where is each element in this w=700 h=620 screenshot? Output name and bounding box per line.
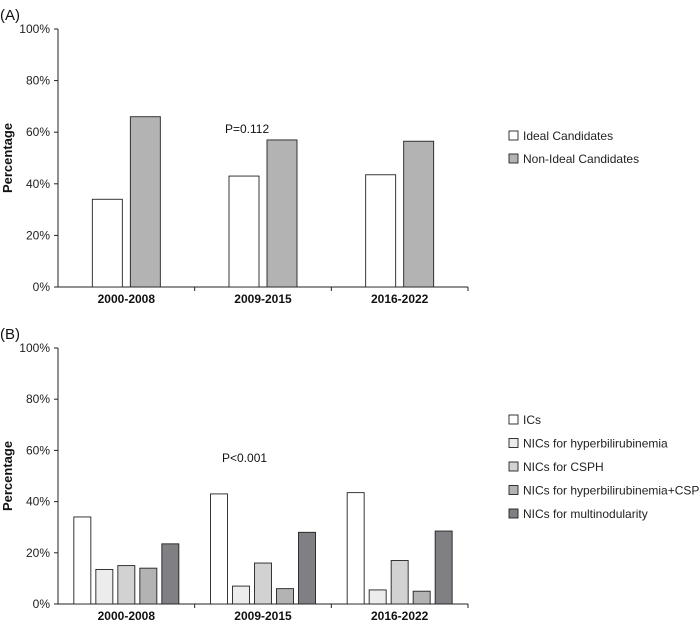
legend-swatch bbox=[508, 508, 519, 519]
bar-nics-for-hyperbilirubinemia-2009-2015 bbox=[232, 585, 250, 605]
y-tick-label: 20% bbox=[26, 546, 50, 560]
y-tick-label: 40% bbox=[26, 495, 50, 509]
legend-swatch bbox=[508, 485, 519, 495]
bar-nics-for-csph-2009-2015 bbox=[254, 562, 272, 605]
bar-ideal-candidates-2016-2022 bbox=[365, 174, 397, 288]
bar-ics-2000-2008 bbox=[73, 516, 92, 605]
legend-label: NICs for CSPH bbox=[523, 460, 604, 474]
legend-swatch bbox=[508, 461, 519, 472]
bar-ideal-candidates-2009-2015 bbox=[228, 175, 260, 288]
bar-nics-for-hyperbilirubinemia-csph-2009-2015 bbox=[276, 588, 294, 605]
legend-label: NICs for hyperbilirubinemia+CSPH bbox=[523, 484, 700, 498]
y-axis-label: Percentage bbox=[0, 123, 15, 193]
bar-non-ideal-candidates-2016-2022 bbox=[403, 140, 435, 288]
bar-nics-for-hyperbilirubinemia-2000-2008 bbox=[95, 568, 114, 605]
bar-nics-for-hyperbilirubinemia-csph-2000-2008 bbox=[139, 567, 158, 605]
legend-swatch bbox=[508, 153, 519, 164]
bar-nics-for-multinodularity-2000-2008 bbox=[161, 543, 180, 605]
bar-nics-for-hyperbilirubinemia-2016-2022 bbox=[368, 589, 387, 605]
x-category-label: 2016-2022 bbox=[371, 292, 429, 306]
bar-nics-for-csph-2016-2022 bbox=[390, 560, 409, 605]
legend-label: Ideal Candidates bbox=[523, 129, 613, 143]
legend-swatch bbox=[508, 414, 519, 425]
legend-swatch bbox=[508, 130, 519, 141]
y-tick-label: 100% bbox=[19, 22, 50, 36]
y-tick-label: 80% bbox=[26, 392, 50, 406]
panel-label: (A) bbox=[0, 7, 20, 24]
y-tick-label: 0% bbox=[33, 597, 51, 611]
y-tick-label: 40% bbox=[26, 177, 50, 191]
legend: ICs NICs for hyperbilirubinemia NICs for C… bbox=[508, 413, 700, 521]
panel-label: (B) bbox=[0, 326, 20, 343]
bar-nics-for-hyperbilirubinemia-csph-2016-2022 bbox=[412, 590, 431, 605]
bar-non-ideal-candidates-2000-2008 bbox=[129, 116, 161, 288]
y-axis-label: Percentage bbox=[0, 441, 15, 511]
bar-ics-2016-2022 bbox=[346, 492, 365, 605]
x-category-label: 2009-2015 bbox=[234, 292, 292, 306]
p-value-annotation: P=0.112 bbox=[225, 122, 269, 136]
y-tick-label: 100% bbox=[19, 341, 50, 355]
chart-panel-a: (A) 0% 20% 40% 60% 80% 100% Percentage 2000-2008… bbox=[0, 7, 639, 306]
x-category-label: 2016-2022 bbox=[371, 609, 429, 620]
bar-nics-for-csph-2000-2008 bbox=[117, 565, 136, 605]
bar-non-ideal-candidates-2009-2015 bbox=[266, 139, 298, 288]
legend: Ideal Candidates Non-Ideal Candidates bbox=[508, 129, 639, 166]
legend-label: Non-Ideal Candidates bbox=[523, 152, 639, 166]
p-value-annotation: P<0.001 bbox=[222, 451, 267, 465]
bar-ics-2009-2015 bbox=[210, 493, 228, 605]
bar-ideal-candidates-2000-2008 bbox=[91, 198, 123, 288]
legend-label: NICs for multinodularity bbox=[523, 507, 648, 521]
legend-label: ICs bbox=[523, 413, 541, 427]
bar-nics-for-multinodularity-2016-2022 bbox=[434, 530, 453, 605]
y-tick-label: 20% bbox=[26, 228, 50, 242]
y-tick-label: 0% bbox=[33, 280, 51, 294]
x-category-label: 2000-2008 bbox=[98, 292, 156, 306]
legend-swatch bbox=[508, 438, 519, 448]
chart-panel-b: (B) 0% 20% 40% 60% 80% 100% Percentage 2000-2008… bbox=[0, 326, 700, 620]
y-tick-label: 60% bbox=[26, 125, 50, 139]
y-tick-label: 80% bbox=[26, 74, 50, 88]
bar-nics-for-multinodularity-2009-2015 bbox=[298, 531, 316, 605]
x-category-label: 2009-2015 bbox=[234, 609, 292, 620]
y-tick-label: 60% bbox=[26, 443, 50, 457]
legend-label: NICs for hyperbilirubinemia bbox=[523, 437, 668, 451]
x-category-label: 2000-2008 bbox=[98, 609, 156, 620]
